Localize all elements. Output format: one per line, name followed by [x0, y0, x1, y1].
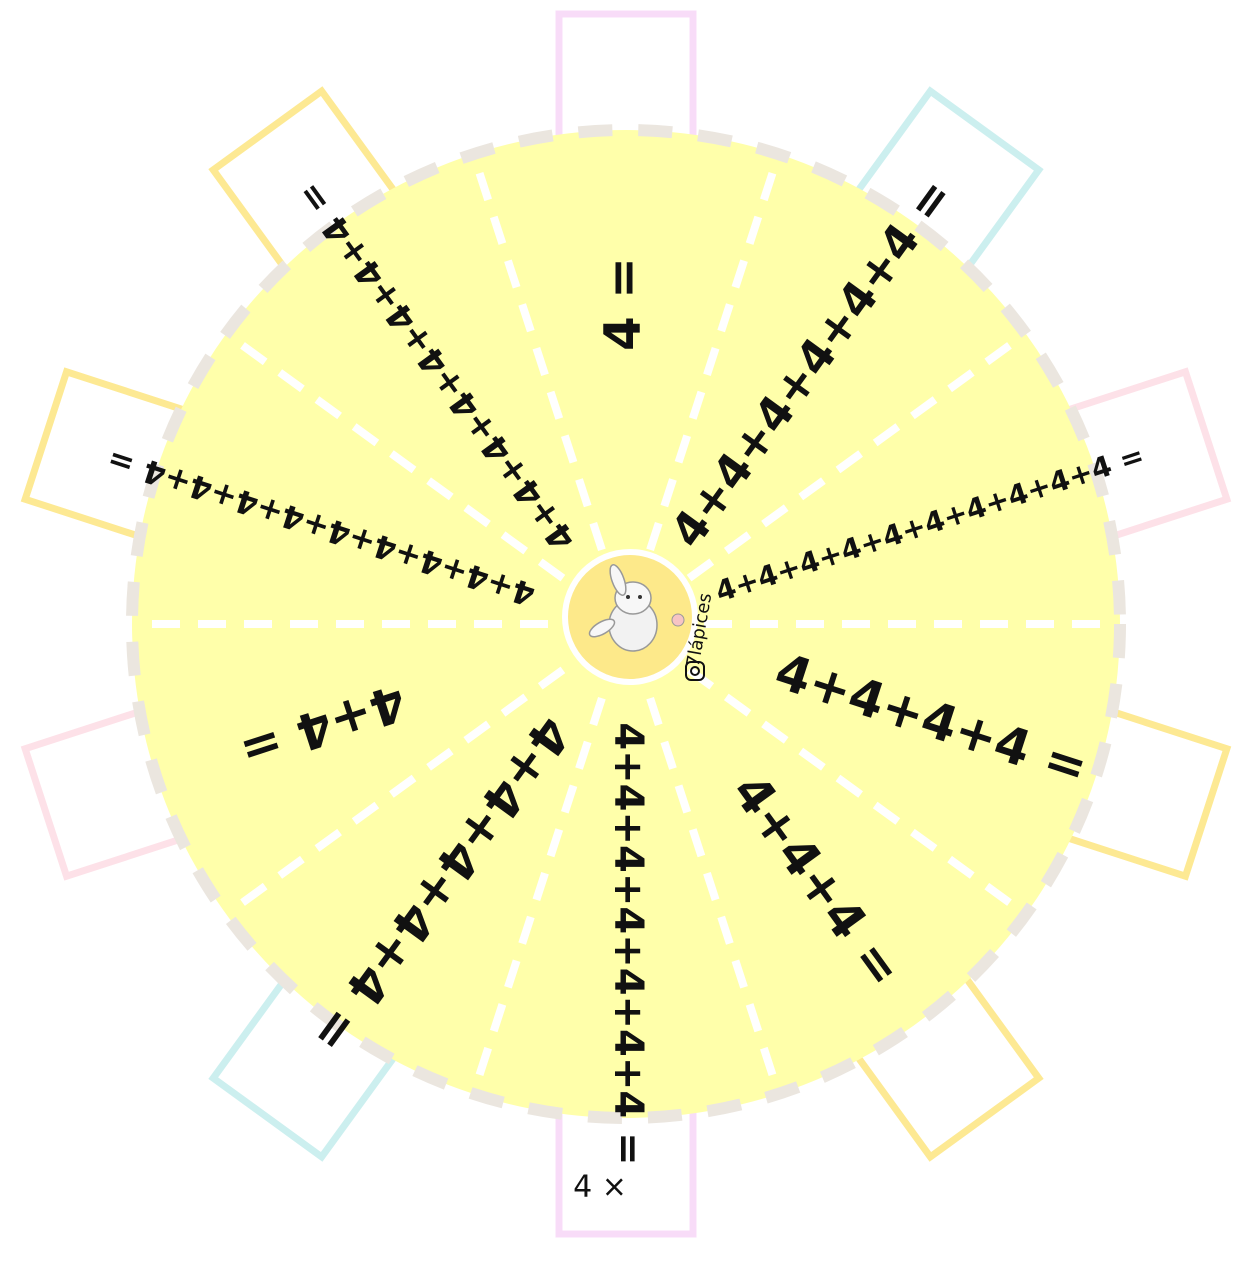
tab-label: 4 × — [573, 1170, 627, 1205]
sector-label: 4 = — [594, 257, 652, 351]
multiplication-wheel: 4 =4+4+4+4+4+4 =4+4+4+4+4+4+4+4+4+4 =4+4… — [0, 0, 1239, 1261]
sector-label: 4+4+4+4+4+4+4 = — [605, 722, 651, 1165]
